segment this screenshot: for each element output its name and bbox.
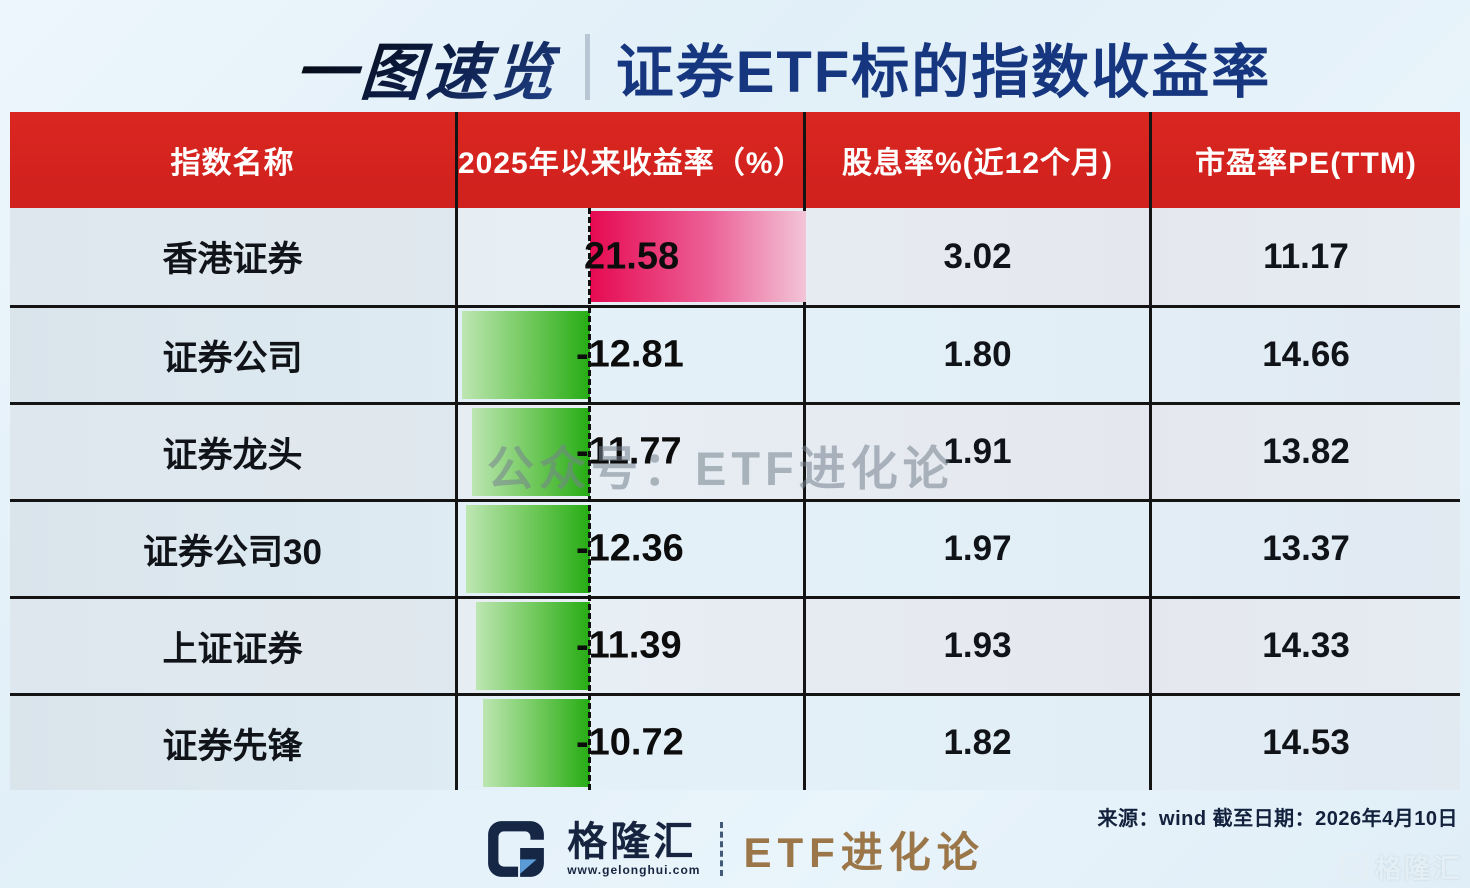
brand-url: www.gelonghui.com (567, 863, 701, 877)
corner-watermark-logo: G 格隆汇 (1339, 847, 1462, 886)
return-bar (476, 602, 590, 690)
table-row: 上证证券 -11.39 1.93 14.33 (10, 596, 1460, 693)
index-name-cell: 证券公司 (10, 308, 458, 402)
dividend-cell: 1.91 (806, 405, 1152, 499)
corner-g-icon: G (1339, 851, 1369, 882)
channel-name: ETF进化论 (743, 828, 985, 876)
return-bar-cell: -11.77 (458, 405, 806, 499)
table-row: 证券先锋 -10.72 1.82 14.53 (10, 693, 1460, 790)
return-bar (472, 408, 590, 496)
return-bar (461, 311, 590, 399)
table-row: 香港证券 21.58 3.02 11.17 (10, 208, 1460, 305)
table-header-row: 指数名称 2025年以来收益率（%） 股息率%(近12个月) 市盈率PE(TTM… (10, 112, 1460, 208)
return-bar (466, 505, 590, 593)
footer-divider (720, 822, 724, 876)
etf-index-table: 指数名称 2025年以来收益率（%） 股息率%(近12个月) 市盈率PE(TTM… (10, 112, 1460, 790)
index-name-cell: 上证证券 (10, 599, 458, 693)
return-value: 21.58 (584, 235, 680, 277)
return-value: -12.81 (576, 333, 684, 376)
return-bar-cell: 21.58 (458, 208, 806, 305)
pe-cell: 14.53 (1262, 723, 1350, 762)
title-main: 证券ETF标的指数收益率 (615, 40, 1272, 105)
index-name-cell: 证券先锋 (10, 696, 458, 790)
index-name-cell: 证券龙头 (10, 405, 458, 499)
header-index-name: 指数名称 (10, 112, 458, 208)
pe-cell: 13.82 (1262, 432, 1350, 471)
return-bar (590, 211, 806, 302)
return-bar-cell: -10.72 (458, 696, 806, 790)
return-value: -11.39 (576, 624, 682, 667)
dividend-cell: 1.80 (806, 308, 1152, 402)
table-row: 证券公司 -12.81 1.80 14.66 (10, 305, 1460, 402)
brand-name: 格隆汇 (567, 820, 697, 864)
title-divider (584, 34, 590, 100)
dividend-cell: 1.93 (806, 599, 1152, 693)
return-value: -11.77 (576, 430, 682, 473)
header-return: 2025年以来收益率（%） (458, 112, 806, 208)
return-value: -10.72 (576, 721, 684, 764)
header-pe: 市盈率PE(TTM) (1195, 147, 1417, 180)
gelonghui-logo-icon (488, 821, 545, 877)
pe-cell: 14.33 (1262, 626, 1350, 665)
pe-cell: 14.66 (1262, 335, 1350, 374)
corner-brand-text: 格隆汇 (1375, 854, 1462, 884)
header-dividend: 股息率%(近12个月) (806, 112, 1152, 208)
return-bar (482, 699, 590, 787)
table-row: 证券龙头 -11.77 1.91 13.82 (10, 402, 1460, 499)
return-value: -12.36 (576, 527, 684, 570)
page-title: 一图速览 证券ETF标的指数收益率 (48, 22, 1470, 112)
index-name-cell: 香港证券 (10, 208, 458, 305)
return-bar-cell: -12.36 (458, 502, 806, 596)
index-name-cell: 证券公司30 (10, 502, 458, 596)
data-source-note: 来源：wind 截至日期：2026年4月10日 (1097, 808, 1458, 830)
title-badge: 一图速览 (292, 22, 562, 112)
table-row: 证券公司30 -12.36 1.97 13.37 (10, 499, 1460, 596)
return-bar-cell: -12.81 (458, 308, 806, 402)
pe-cell: 13.37 (1262, 529, 1350, 568)
dividend-cell: 3.02 (806, 208, 1152, 305)
return-bar-cell: -11.39 (458, 599, 806, 693)
dividend-cell: 1.82 (806, 696, 1152, 790)
channel-watermark: 公众号：ETF进化论 (487, 442, 955, 495)
zero-axis-line (588, 208, 591, 790)
pe-cell: 11.17 (1263, 236, 1349, 276)
brand-text-block: 格隆汇 www.gelonghui.com (567, 821, 700, 877)
footer-brand: 格隆汇 www.gelonghui.com ETF进化论 (0, 818, 1470, 880)
dividend-cell: 1.97 (806, 502, 1152, 596)
